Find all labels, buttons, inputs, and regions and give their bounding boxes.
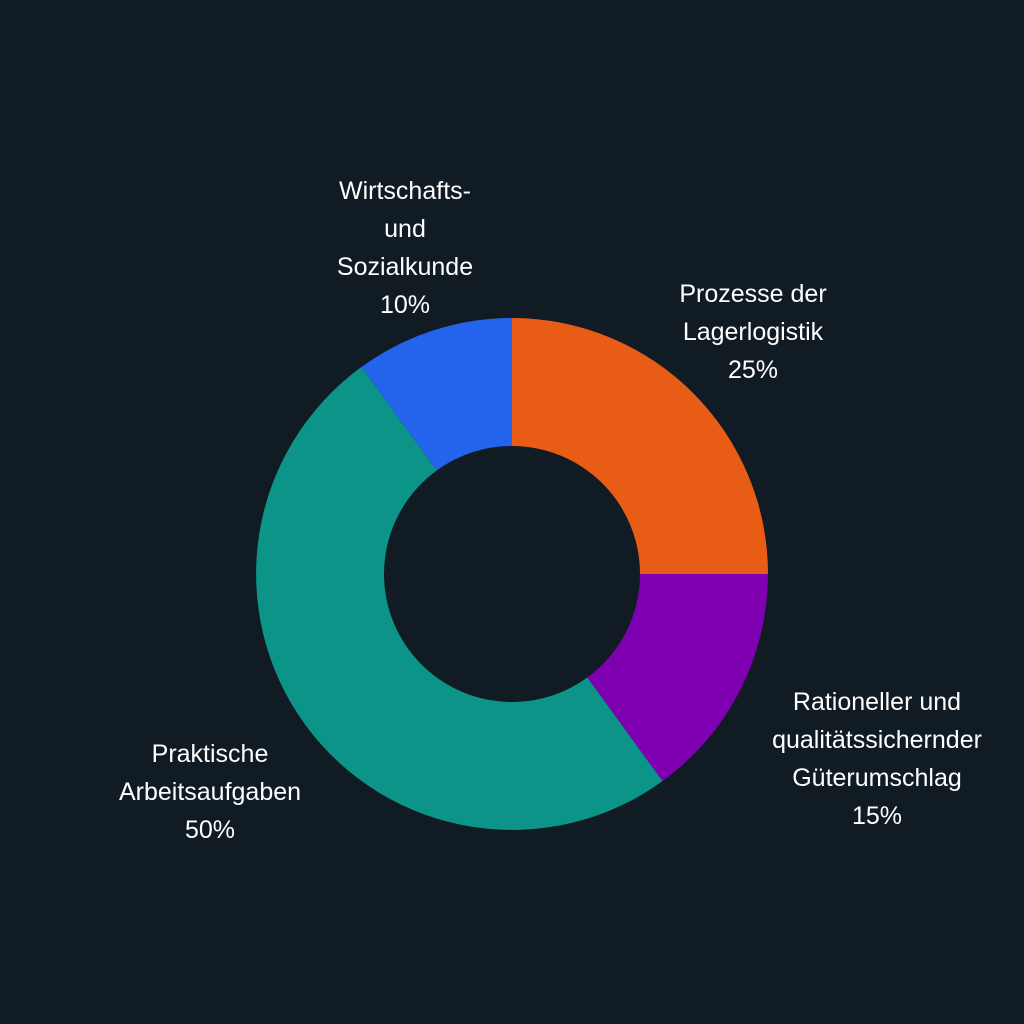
label-line: Praktische xyxy=(151,740,269,768)
label-percent: 50% xyxy=(184,816,236,844)
label-line: Prozesse der xyxy=(679,280,827,308)
label-lagerlogistik: Prozesse der Lagerlogistik 25% xyxy=(679,275,826,389)
label-line: Arbeitsaufgaben xyxy=(118,778,302,806)
donut-slice-0 xyxy=(512,318,768,574)
label-line: Wirtschafts- xyxy=(339,177,471,205)
label-percent: 25% xyxy=(727,356,779,384)
label-line: Rationeller und xyxy=(792,688,962,716)
label-line: Güterumschlag xyxy=(792,764,962,792)
label-praktische-arbeitsaufgaben: Praktische Arbeitsaufgaben 50% xyxy=(119,735,301,849)
label-line: Sozialkunde xyxy=(336,253,474,281)
label-percent: 15% xyxy=(851,802,903,830)
label-line: und xyxy=(384,215,426,243)
donut-slice-2 xyxy=(256,366,663,830)
donut-slice-3 xyxy=(361,318,512,471)
donut-slice-1 xyxy=(587,574,768,782)
label-line: qualitätssichernder xyxy=(772,726,982,754)
label-percent: 10% xyxy=(379,291,431,319)
label-wirtschafts-sozialkunde: Wirtschafts- und Sozialkunde 10% xyxy=(337,172,473,324)
label-line: Lagerlogistik xyxy=(682,318,824,346)
label-gueterumschlag: Rationeller und qualitätssichernder Güte… xyxy=(772,683,982,835)
